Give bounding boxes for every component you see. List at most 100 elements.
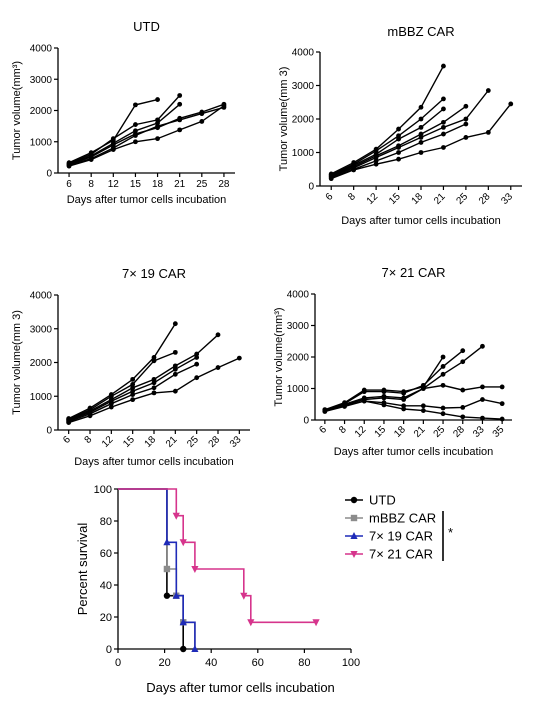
- data-point: [396, 133, 401, 139]
- y-tick-label: 20: [100, 612, 112, 624]
- data-point: [155, 136, 160, 142]
- y-axis-label: Tumor volume(mm³): [11, 61, 23, 160]
- data-point: [499, 416, 505, 422]
- data-point: [130, 385, 136, 391]
- data-point: [460, 359, 466, 365]
- x-tick-label: 28: [207, 434, 223, 450]
- data-point: [396, 126, 401, 132]
- x-tick-label: 35: [491, 424, 507, 440]
- data-point: [130, 382, 136, 387]
- y-tick-label: 0: [303, 416, 309, 427]
- tumor-volume-panel-1: UTD 0 1000 2000 3000 4000 6 8 12 15 18 21 25 28 Days a…: [11, 19, 235, 206]
- data-point: [151, 385, 157, 391]
- x-tick-label: 6: [61, 434, 73, 446]
- x-tick-label: 12: [353, 424, 369, 440]
- data-point: [66, 420, 72, 425]
- x-tick-label: 100: [342, 657, 360, 669]
- legend-swatch-marker: [350, 496, 358, 504]
- x-axis-label: Days after tumor cells incubation: [74, 456, 234, 468]
- data-point: [373, 148, 379, 154]
- survival-curve-4: [118, 488, 316, 624]
- data-point: [373, 161, 379, 167]
- data-point: [440, 405, 446, 411]
- data-point: [480, 384, 485, 390]
- x-tick-label: 6: [317, 424, 329, 436]
- x-tick-label: 12: [108, 179, 120, 190]
- series-line-3: [330, 108, 444, 176]
- legend-label: 7× 19 CAR: [369, 529, 433, 544]
- survival-marker: [163, 538, 171, 546]
- data-point: [108, 393, 114, 399]
- x-tick-label: 25: [432, 424, 448, 440]
- survival-marker: [191, 566, 199, 573]
- data-point: [215, 365, 221, 370]
- data-point: [418, 140, 424, 145]
- data-point: [133, 133, 138, 138]
- series-line-3: [68, 103, 181, 165]
- data-point: [396, 156, 401, 162]
- data-point: [418, 131, 424, 137]
- data-point: [177, 101, 183, 107]
- data-point: [418, 104, 424, 110]
- y-tick-label: 40: [100, 580, 112, 592]
- data-point: [66, 163, 72, 169]
- data-point: [87, 413, 93, 419]
- data-point: [420, 386, 426, 391]
- data-point: [199, 111, 205, 117]
- series-line-2: [68, 351, 176, 420]
- data-point: [373, 158, 379, 164]
- panel-title: UTD: [133, 19, 160, 34]
- y-tick-label: 4000: [30, 44, 53, 55]
- data-point: [396, 150, 401, 155]
- y-tick-label: 0: [46, 426, 52, 437]
- series-line-1: [330, 65, 445, 175]
- data-point: [151, 380, 157, 386]
- data-point: [441, 119, 446, 125]
- data-point: [441, 63, 446, 69]
- data-point: [151, 358, 157, 364]
- data-point: [460, 414, 466, 420]
- data-point: [194, 351, 200, 357]
- data-point: [172, 349, 178, 355]
- x-tick-label: 20: [158, 657, 170, 669]
- series-line-3: [68, 334, 219, 421]
- survival-marker: [312, 619, 320, 627]
- data-point: [441, 131, 446, 137]
- x-tick-label: 8: [346, 191, 358, 203]
- x-tick-label: 21: [432, 191, 448, 207]
- x-tick-label: 18: [143, 434, 159, 450]
- data-point: [194, 355, 200, 360]
- x-axis-label: Days after tumor cells incubation: [146, 680, 335, 695]
- x-tick-label: 25: [196, 179, 208, 190]
- x-tick-label: 6: [324, 191, 336, 203]
- x-tick-label: 15: [121, 434, 137, 450]
- series-line-5: [330, 90, 489, 178]
- data-point: [236, 355, 242, 361]
- panel-title: mBBZ CAR: [387, 24, 454, 39]
- data-point: [420, 403, 426, 409]
- panel-title: 7× 21 CAR: [382, 265, 446, 280]
- x-tick-label: 8: [337, 424, 349, 436]
- data-point: [151, 376, 157, 382]
- data-point: [177, 93, 183, 98]
- data-point: [373, 155, 379, 160]
- data-point: [110, 147, 116, 152]
- x-tick-label: 25: [454, 191, 470, 207]
- y-axis-label: Tumor volume(mm 3): [11, 310, 23, 415]
- significance-marker: *: [448, 525, 453, 540]
- x-tick-label: 18: [410, 191, 426, 207]
- x-axis-label: Days after tumor cells incubation: [341, 215, 501, 227]
- series-line-1: [68, 323, 176, 420]
- survival-marker: [179, 539, 187, 547]
- series-line-6: [68, 357, 240, 424]
- legend-label: 7× 21 CAR: [369, 547, 433, 562]
- data-point: [460, 348, 466, 354]
- data-point: [441, 124, 446, 130]
- x-tick-label: 28: [477, 191, 493, 207]
- survival-marker: [172, 512, 180, 520]
- y-axis-label: Tumor volume(mm 3): [278, 67, 290, 172]
- data-point: [151, 390, 157, 396]
- y-tick-label: 1000: [30, 392, 53, 403]
- data-point: [396, 145, 401, 150]
- data-point: [108, 404, 114, 410]
